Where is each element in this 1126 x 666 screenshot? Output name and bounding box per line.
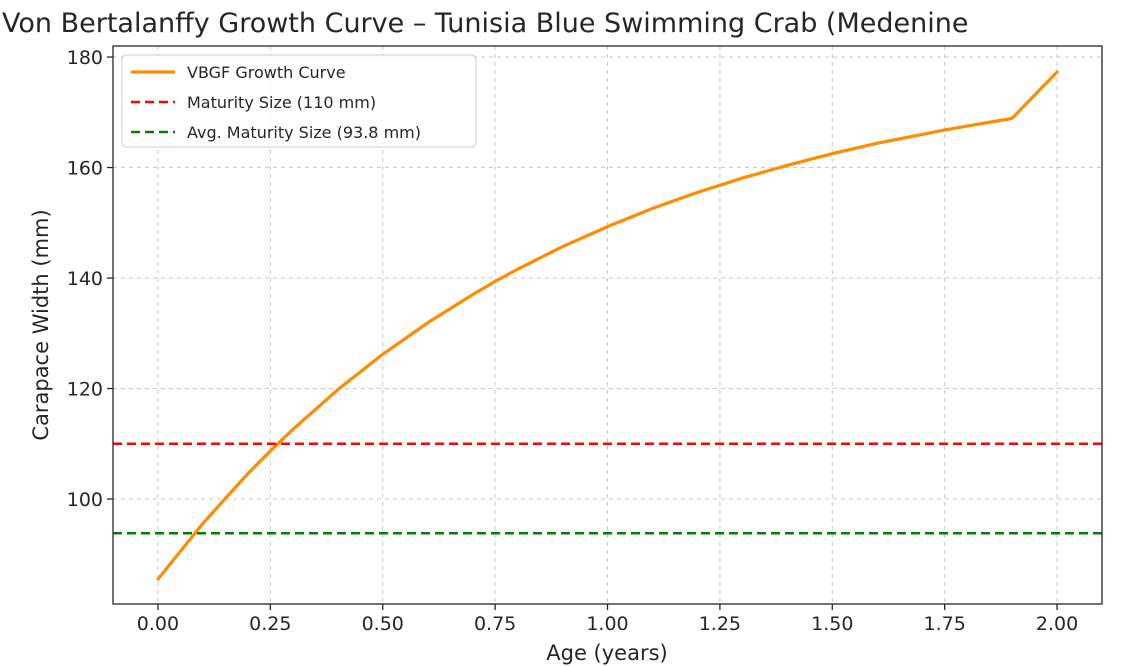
chart-title: Von Bertalanffy Growth Curve – Tunisia B… (2, 8, 968, 39)
legend-label: Maturity Size (110 mm) (187, 93, 376, 112)
ticks: 0.00 0.25 0.50 0.75 1.00 1.25 1.50 1.75 2.00 100 1… (67, 47, 1078, 635)
x-tick-label: 0.25 (249, 613, 291, 635)
y-tick-label: 120 (67, 379, 103, 401)
legend-box (121, 54, 477, 148)
growth-curve-line (156, 70, 1059, 581)
legend: VBGF Growth Curve Maturity Size (110 mm) A… (121, 54, 477, 148)
series-layer (113, 70, 1102, 581)
legend-label: VBGF Growth Curve (187, 63, 346, 82)
x-tick-label: 0.75 (474, 613, 516, 635)
y-tick-label: 100 (67, 489, 103, 511)
grid (113, 46, 1102, 604)
x-tick-label: 1.50 (811, 613, 853, 635)
y-tick-label: 140 (67, 268, 103, 290)
y-tick-label: 160 (67, 158, 103, 180)
y-axis-label: Carapace Width (mm) (29, 209, 53, 440)
x-tick-label: 1.25 (699, 613, 741, 635)
legend-label: Avg. Maturity Size (93.8 mm) (187, 123, 421, 142)
x-tick-label: 2.00 (1036, 613, 1078, 635)
x-axis-label: Age (years) (546, 641, 667, 665)
y-tick-label: 180 (67, 47, 103, 69)
x-tick-label: 0.00 (137, 613, 179, 635)
x-tick-label: 1.75 (924, 613, 966, 635)
x-tick-label: 0.50 (362, 613, 404, 635)
x-tick-label: 1.00 (586, 613, 628, 635)
